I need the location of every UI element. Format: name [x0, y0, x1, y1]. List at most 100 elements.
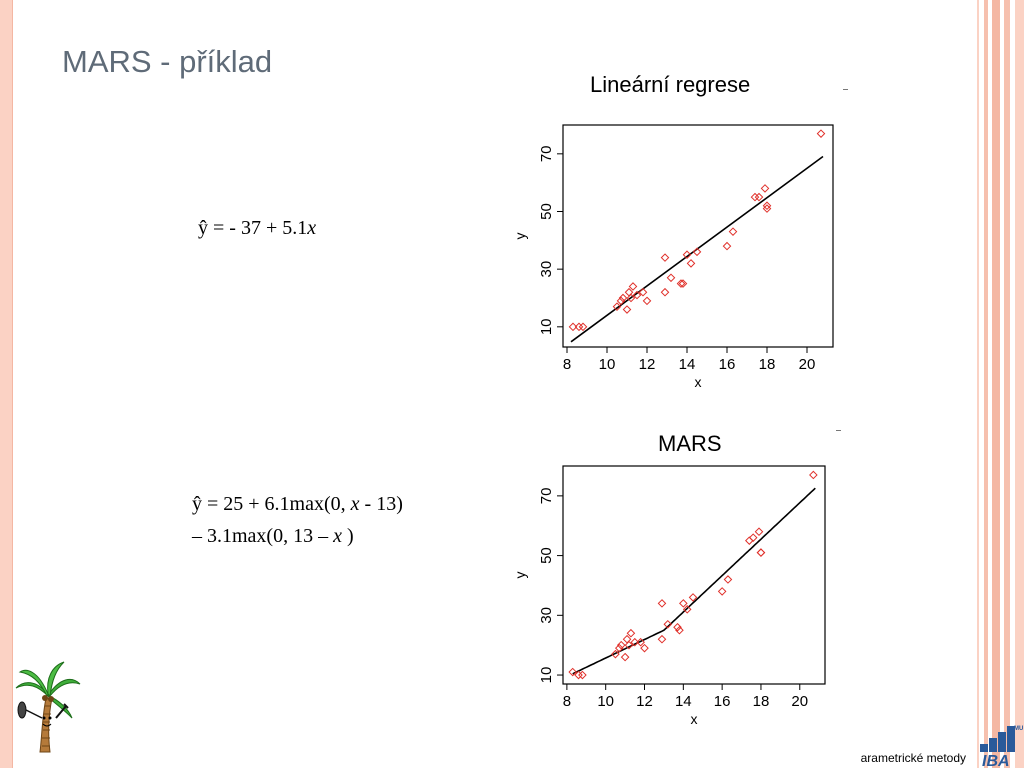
equation-linear: ŷ = - 37 + 5.1x: [198, 212, 316, 244]
plot-title-linear: Lineární regrese: [590, 72, 751, 97]
x-tick-label: 10: [599, 356, 616, 373]
data-point: [663, 619, 673, 629]
x-tick-label: 8: [563, 693, 571, 710]
x-tick-label: 20: [799, 356, 816, 373]
data-point: [682, 250, 692, 260]
x-tick-label: 10: [597, 693, 614, 710]
y-tick-label: 30: [538, 261, 555, 278]
data-point: [618, 293, 628, 303]
y-tick-label: 50: [538, 547, 555, 564]
x-tick-label: 16: [714, 693, 731, 710]
data-point: [673, 622, 682, 632]
data-point: [611, 649, 620, 659]
right-stripe: [1015, 0, 1024, 768]
left-border-line: [12, 0, 13, 768]
equation-mars-pre2: – 3.1max(0, 13 –: [192, 525, 334, 547]
data-point: [666, 273, 676, 283]
data-point: [626, 628, 636, 638]
equation-mars-post2: ): [341, 525, 354, 547]
data-point: [622, 305, 632, 314]
fit-line: [572, 487, 816, 675]
data-point: [723, 575, 733, 584]
footer-text: arametrické metody: [860, 751, 966, 765]
data-point: [756, 548, 766, 557]
data-point: [754, 192, 764, 202]
x-tick-label: 14: [675, 693, 692, 710]
equation-linear-text: ŷ = - 37 + 5.1: [198, 217, 308, 239]
equation-var: x: [350, 493, 360, 515]
right-stripe: [1004, 0, 1010, 768]
y-tick-label: 10: [538, 318, 555, 335]
equation-mars-pre1: ŷ = 25 + 6.1max(0,: [192, 493, 351, 515]
x-tick-label: 14: [679, 356, 696, 373]
equation-var: x: [333, 525, 342, 547]
data-point: [762, 204, 772, 213]
data-point: [760, 184, 770, 193]
x-axis-label: x: [695, 374, 702, 390]
equation-mars-line2: – 3.1max(0, 13 – x ): [192, 520, 403, 552]
y-tick-label: 70: [538, 145, 555, 162]
data-point: [676, 279, 686, 288]
x-tick-label: 8: [563, 356, 571, 373]
data-point: [717, 587, 727, 596]
x-tick-label: 12: [636, 693, 653, 710]
mars-plot: 8 10 12 14 16 18 20 10 30 50 70 x y: [512, 465, 826, 727]
linear-regression-plot: 8 10 12 14 16 18 20 10 30 50 70 x y: [512, 124, 834, 390]
data-point: [686, 259, 696, 268]
data-point: [692, 247, 702, 257]
right-stripe: [984, 0, 988, 768]
data-point: [616, 296, 626, 306]
data-point: [638, 287, 648, 297]
data-point: [628, 282, 638, 291]
x-axis-label: x: [691, 711, 698, 727]
data-point: [632, 290, 642, 300]
data-point: [750, 192, 760, 202]
data-point: [624, 640, 634, 650]
equation-mars: ŷ = 25 + 6.1max(0, x - 13) – 3.1max(0, 1…: [192, 488, 403, 552]
data-point: [809, 470, 818, 480]
data-point: [679, 599, 688, 608]
data-point: [568, 322, 578, 332]
data-point: [657, 599, 667, 608]
y-tick-label: 50: [538, 203, 555, 220]
data-point: [754, 527, 764, 537]
slide-title: MARS - příklad: [62, 44, 273, 79]
data-point: [578, 670, 587, 680]
data-point: [722, 241, 732, 251]
data-point: [688, 593, 698, 602]
right-stripe: [977, 0, 979, 768]
data-point: [612, 302, 622, 311]
data-point: [682, 605, 692, 614]
iba-logo: IBA MU: [980, 726, 1023, 768]
plot-title-mars: MARS: [658, 431, 722, 456]
data-point: [642, 296, 652, 306]
x-tick-label: 18: [759, 356, 776, 373]
left-border: [0, 0, 12, 768]
data-point: [762, 201, 772, 211]
palm-tree-icon: [15, 661, 81, 753]
plot-frame: [562, 124, 834, 348]
dash-mark: [836, 430, 841, 431]
data-point: [640, 643, 649, 653]
x-tick-label: 18: [753, 693, 770, 710]
data-point: [568, 667, 578, 677]
y-tick-label: 30: [538, 607, 555, 624]
data-point: [816, 129, 826, 138]
data-point: [578, 322, 588, 332]
x-tick-label: 12: [639, 356, 656, 373]
fit-line: [570, 155, 824, 343]
right-stripe: [992, 0, 1000, 768]
data-point: [728, 227, 738, 236]
data-point: [630, 637, 640, 647]
data-point: [614, 643, 624, 653]
dash-mark: [843, 89, 848, 90]
data-point: [660, 287, 670, 297]
data-point: [748, 533, 758, 542]
data-point: [660, 253, 670, 262]
y-axis-label: y: [512, 572, 528, 579]
data-point: [616, 640, 626, 650]
data-point: [622, 634, 632, 644]
data-point: [636, 637, 645, 647]
data-point: [678, 279, 688, 288]
equation-mars-post1: - 13): [359, 493, 403, 515]
